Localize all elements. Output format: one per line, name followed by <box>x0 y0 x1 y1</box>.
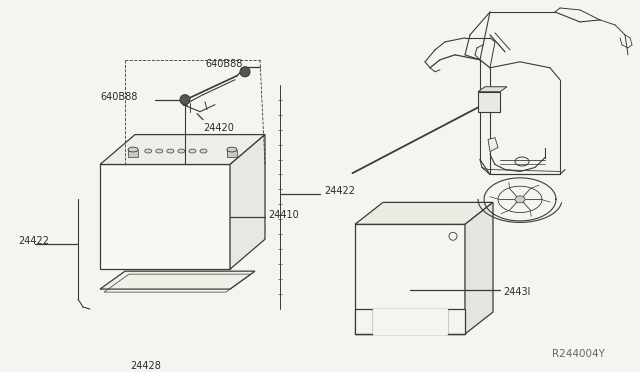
Text: 24410: 24410 <box>268 210 299 220</box>
Polygon shape <box>100 164 230 269</box>
Circle shape <box>180 95 190 105</box>
Text: 24422: 24422 <box>324 186 355 196</box>
Polygon shape <box>373 309 447 334</box>
Ellipse shape <box>156 149 163 153</box>
Polygon shape <box>478 87 507 92</box>
Polygon shape <box>447 309 465 334</box>
Polygon shape <box>230 135 265 269</box>
Polygon shape <box>488 138 498 151</box>
Polygon shape <box>465 202 493 334</box>
Polygon shape <box>355 202 493 224</box>
Ellipse shape <box>227 147 237 152</box>
Ellipse shape <box>145 149 152 153</box>
Polygon shape <box>100 135 265 164</box>
Ellipse shape <box>128 147 138 152</box>
Circle shape <box>240 67 250 77</box>
Text: 24420: 24420 <box>203 123 234 132</box>
Polygon shape <box>128 150 138 157</box>
Polygon shape <box>100 271 255 289</box>
Text: 640B88: 640B88 <box>100 92 138 102</box>
Polygon shape <box>478 92 500 112</box>
Polygon shape <box>355 309 373 334</box>
Ellipse shape <box>200 149 207 153</box>
Text: 640B88: 640B88 <box>205 59 243 69</box>
Text: 24422: 24422 <box>18 236 49 246</box>
Text: R244004Y: R244004Y <box>552 349 605 359</box>
Ellipse shape <box>167 149 174 153</box>
Polygon shape <box>227 150 237 157</box>
Ellipse shape <box>515 196 525 203</box>
Ellipse shape <box>189 149 196 153</box>
Polygon shape <box>355 224 465 334</box>
Text: 2443l: 2443l <box>503 287 531 297</box>
Text: 24428: 24428 <box>130 361 161 371</box>
Ellipse shape <box>178 149 185 153</box>
